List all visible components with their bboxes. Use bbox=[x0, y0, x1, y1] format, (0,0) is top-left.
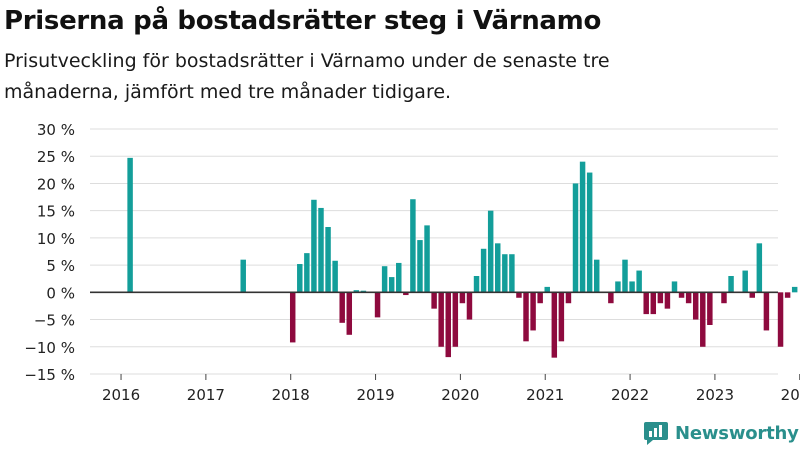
y-tick-label: −5 % bbox=[34, 312, 75, 330]
bar-2019-07 bbox=[417, 240, 423, 293]
chart-subtitle: Prisutveckling för bostadsrätter i Värna… bbox=[4, 50, 610, 103]
brand-name: Newsworthy bbox=[675, 422, 799, 444]
bar-2022-09 bbox=[685, 292, 692, 304]
x-tick-label: 2023 bbox=[696, 386, 734, 404]
bar-2020-05 bbox=[487, 210, 494, 293]
x-tick-label: 2021 bbox=[526, 386, 564, 404]
bar-series bbox=[90, 157, 798, 358]
bar-2023-12 bbox=[791, 286, 798, 293]
bar-2020-08 bbox=[509, 254, 515, 293]
bar-2022-07 bbox=[671, 281, 678, 293]
bar-2019-08 bbox=[424, 225, 430, 293]
bar-2022-04 bbox=[650, 292, 657, 315]
y-tick-label: 0 % bbox=[46, 284, 75, 302]
x-tick-label: 2024 bbox=[781, 386, 800, 404]
bar-2020-11 bbox=[530, 292, 536, 331]
x-tick-label: 2020 bbox=[441, 386, 479, 404]
bar-2021-10 bbox=[608, 292, 614, 304]
bar-2020-06 bbox=[495, 243, 501, 293]
bar-2021-03 bbox=[558, 292, 565, 342]
bar-2021-05 bbox=[572, 183, 579, 293]
x-tick-label: 2022 bbox=[611, 386, 649, 404]
bar-2019-09 bbox=[431, 292, 437, 309]
bar-2019-05 bbox=[403, 292, 409, 296]
y-tick-label: −15 % bbox=[24, 366, 75, 384]
bar-2019-01 bbox=[374, 292, 381, 318]
bar-2019-04 bbox=[396, 262, 402, 293]
y-tick-label: 20 % bbox=[37, 175, 75, 193]
bar-2023-02 bbox=[721, 292, 727, 304]
bar-2021-01 bbox=[544, 286, 550, 293]
bar-2018-09 bbox=[346, 292, 353, 335]
bar-2021-12 bbox=[622, 259, 628, 293]
bar-2018-10 bbox=[353, 290, 360, 293]
bar-2020-04 bbox=[480, 248, 487, 293]
bar-2022-08 bbox=[678, 292, 685, 298]
y-tick-label: 25 % bbox=[37, 148, 75, 166]
x-axis-ticks: 2016 2017 2018 2019 2020 2021 2022 2023 2024 bbox=[102, 374, 800, 404]
bar-2018-04 bbox=[311, 199, 317, 293]
bar-2019-10 bbox=[438, 292, 444, 347]
bar-2022-11 bbox=[700, 292, 706, 347]
bar-2018-11 bbox=[360, 290, 367, 293]
bar-2019-11 bbox=[445, 292, 451, 358]
bar-2018-03 bbox=[304, 253, 310, 293]
bar-2020-01 bbox=[459, 292, 466, 304]
y-tick-label: 15 % bbox=[37, 203, 75, 221]
y-tick-label: 10 % bbox=[37, 230, 75, 248]
bar-2016-02 bbox=[127, 157, 133, 293]
bar-2022-10 bbox=[692, 292, 699, 320]
bar-2022-12 bbox=[707, 292, 713, 325]
bar-2019-02 bbox=[381, 266, 388, 293]
bar-2019-03 bbox=[388, 277, 395, 293]
chart-title: Priserna på bostadsrätter steg i Värnamo bbox=[4, 6, 602, 36]
bar-2021-07 bbox=[586, 172, 593, 293]
x-tick-label: 2017 bbox=[187, 386, 225, 404]
bar-2021-04 bbox=[565, 292, 572, 304]
y-tick-label: 5 % bbox=[46, 257, 75, 275]
bar-2023-07 bbox=[756, 243, 763, 293]
bar-2023-08 bbox=[763, 292, 770, 331]
bar-2018-06 bbox=[325, 227, 331, 293]
bar-2023-06 bbox=[749, 292, 755, 298]
bar-2018-02 bbox=[297, 264, 303, 293]
bar-2018-05 bbox=[318, 207, 324, 293]
newsworthy-bar-chart-icon bbox=[644, 422, 668, 445]
bar-2017-06 bbox=[240, 259, 246, 293]
bar-2021-11 bbox=[615, 281, 621, 293]
bar-2022-03 bbox=[643, 292, 649, 315]
bar-2019-12 bbox=[452, 292, 459, 347]
y-axis-tick-labels: −15 % −10 % −5 % 0 % 5 % 10 % 15 % 20 % 25 % 30 % bbox=[24, 121, 75, 384]
brand: Newsworthy bbox=[643, 418, 799, 448]
bar-2020-07 bbox=[502, 254, 508, 293]
bar-2018-07 bbox=[332, 260, 338, 293]
bar-2020-10 bbox=[523, 292, 529, 342]
bar-2021-02 bbox=[551, 292, 558, 358]
bar-2022-06 bbox=[664, 292, 671, 309]
bar-2020-12 bbox=[537, 292, 543, 304]
y-tick-label: 30 % bbox=[37, 121, 75, 139]
x-tick-label: 2018 bbox=[272, 386, 310, 404]
bar-2019-06 bbox=[410, 199, 416, 293]
grid-lines bbox=[90, 128, 778, 375]
x-tick-label: 2019 bbox=[356, 386, 394, 404]
bar-2020-09 bbox=[516, 292, 522, 298]
bar-2020-02 bbox=[466, 292, 473, 320]
bar-2021-06 bbox=[579, 161, 586, 293]
y-tick-label: −10 % bbox=[24, 339, 75, 357]
bar-2023-03 bbox=[728, 276, 734, 293]
bar-2022-01 bbox=[629, 281, 635, 293]
bar-2023-05 bbox=[742, 270, 748, 293]
bar-2021-08 bbox=[593, 259, 600, 293]
bar-2020-03 bbox=[473, 276, 480, 293]
bar-2018-01 bbox=[289, 292, 296, 343]
bar-2018-08 bbox=[339, 292, 345, 323]
bar-2023-10 bbox=[777, 292, 784, 347]
x-tick-label: 2016 bbox=[102, 386, 140, 404]
bar-2022-05 bbox=[657, 292, 664, 304]
bar-2022-02 bbox=[636, 270, 642, 293]
bar-2023-11 bbox=[784, 292, 791, 298]
